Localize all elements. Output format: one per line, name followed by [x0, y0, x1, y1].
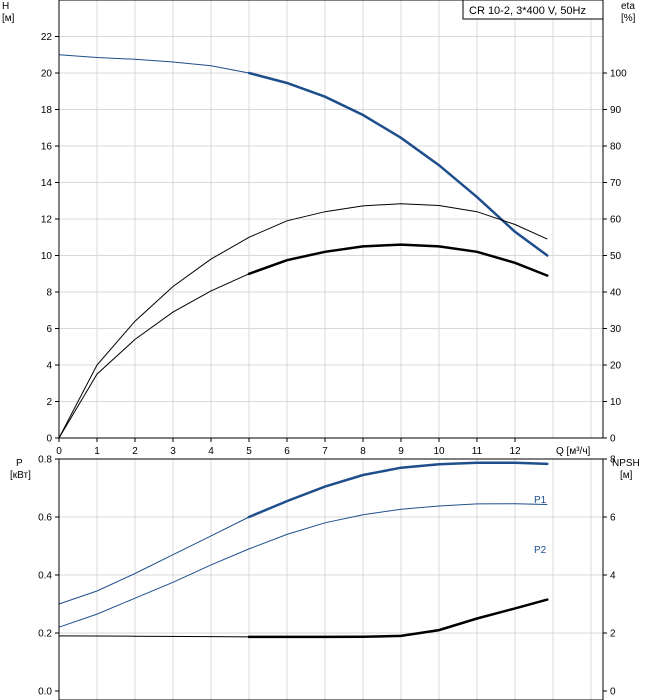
- top-right-tick-label: 0: [610, 434, 616, 445]
- x-tick-label: 5: [246, 446, 252, 457]
- x-tick-label: 4: [208, 446, 214, 457]
- top-right-axis-title-line1: eta: [621, 1, 635, 12]
- top-right-tick-label: 70: [610, 178, 622, 189]
- top-left-tick-label: 16: [41, 142, 53, 153]
- top-left-tick-label: 18: [41, 105, 53, 116]
- top-left-tick-label: 8: [46, 288, 52, 299]
- top-left-tick-label: 6: [46, 324, 52, 335]
- top-left-tick-label: 2: [46, 397, 52, 408]
- bottom-panel-grid: [59, 459, 603, 700]
- bottom-right-tick-label: 6: [610, 513, 616, 524]
- top-right-tick-label: 90: [610, 105, 622, 116]
- top-right-tick-label: 40: [610, 288, 622, 299]
- chart-title-box: CR 10-2, 3*400 V, 50Hz: [462, 0, 604, 20]
- bottom-left-tick-label: 0.2: [38, 629, 52, 640]
- x-tick-label: 0: [56, 446, 62, 457]
- top-left-tick-label: 4: [46, 361, 52, 372]
- top-left-tick-label: 10: [41, 251, 53, 262]
- bottom-left-axis-title-line2: [кВт]: [10, 470, 31, 481]
- top-right-axis-title-line2: [%]: [621, 13, 636, 24]
- bottom-series-1-line: [58, 503, 548, 628]
- bottom-series-0-operating-range: [247, 461, 549, 519]
- x-tick-label: 2: [132, 446, 138, 457]
- top-series-2-operating-range: [247, 243, 549, 277]
- top-left-axis-title-line2: [м]: [2, 13, 15, 24]
- bottom-panel-ticks: 0.0 0.2 0.4 0.6 0.8 0 2 4 6 8: [38, 455, 616, 698]
- bottom-right-tick-label: 8: [610, 455, 616, 466]
- top-left-tick-label: 22: [41, 32, 53, 43]
- series-label-p2: P2: [534, 545, 547, 556]
- x-tick-label: 10: [433, 446, 445, 457]
- x-tick-label: 3: [170, 446, 176, 457]
- top-right-tick-label: 100: [610, 69, 627, 80]
- series-label-p1: P1: [534, 495, 547, 506]
- bottom-right-tick-label: 2: [610, 629, 616, 640]
- x-tick-label: 9: [398, 446, 404, 457]
- top-left-tick-label: 20: [41, 69, 53, 80]
- x-tick-label: 1: [94, 446, 100, 457]
- bottom-left-tick-label: 0.4: [38, 571, 52, 582]
- top-right-tick-label: 80: [610, 142, 622, 153]
- top-panel-series: [58, 54, 549, 439]
- bottom-right-axis-title-line1: NPSH: [612, 458, 640, 469]
- bottom-panel-frame: [58, 458, 604, 700]
- top-left-tick-label: 14: [41, 178, 53, 189]
- bottom-right-tick-label: 0: [610, 687, 616, 698]
- x-axis-title: Q [м³/ч]: [556, 446, 591, 457]
- bottom-panel-series: [58, 461, 549, 639]
- bottom-right-tick-label: 4: [610, 571, 616, 582]
- top-right-tick-label: 10: [610, 397, 622, 408]
- x-tick-label: 11: [472, 446, 483, 457]
- bottom-left-tick-label: 0.0: [38, 687, 52, 698]
- chart-title: CR 10-2, 3*400 V, 50Hz: [469, 5, 586, 17]
- x-tick-label: 6: [284, 446, 290, 457]
- bottom-left-axis-title-line1: P: [16, 458, 23, 469]
- bottom-left-tick-label: 0.8: [38, 455, 52, 466]
- top-right-tick-label: 20: [610, 361, 622, 372]
- top-right-tick-label: 50: [610, 251, 622, 262]
- top-panel-grid: [59, 0, 603, 438]
- top-series-1-line: [58, 203, 548, 439]
- top-left-tick-label: 0: [46, 434, 52, 445]
- bottom-series-2-operating-range: [247, 598, 549, 639]
- top-right-tick-label: 30: [610, 324, 622, 335]
- x-tick-label: 12: [509, 446, 521, 457]
- top-left-axis-title-line1: H: [2, 1, 9, 12]
- top-panel-ticks: 0246810121416182022010203040506070809010…: [41, 32, 627, 457]
- bottom-right-axis-title-line2: [м]: [620, 470, 633, 481]
- x-tick-label: 8: [360, 446, 366, 457]
- top-left-tick-label: 12: [41, 215, 53, 226]
- top-right-tick-label: 60: [610, 215, 622, 226]
- top-panel-frame: [58, 0, 604, 439]
- x-tick-label: 7: [322, 446, 328, 457]
- bottom-left-tick-label: 0.6: [38, 513, 52, 524]
